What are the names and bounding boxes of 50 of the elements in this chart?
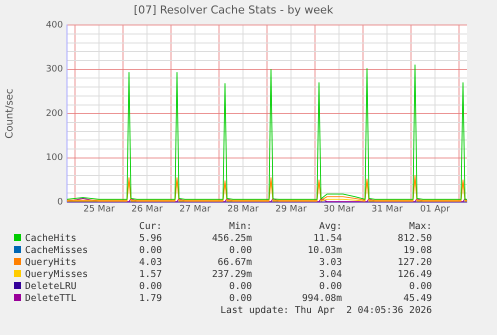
text: 127.20 — [396, 257, 433, 269]
y-tick-label: 100 — [46, 153, 64, 164]
text: 66.67m — [216, 257, 253, 269]
x-tick-label: 25 Mar — [83, 204, 115, 215]
y-tick-label: 300 — [46, 64, 64, 75]
legend-label: CacheMisses — [24, 245, 89, 257]
x-tick-label: 01 Apr — [420, 204, 450, 215]
text: 0.00 — [138, 281, 163, 293]
text: 456.25m — [210, 233, 253, 245]
legend-label: QueryMisses — [24, 269, 89, 281]
text: 0.00 — [228, 293, 253, 305]
text: 5.96 — [138, 233, 163, 245]
text: 126.49 — [396, 269, 433, 281]
x-tick-label: 29 Mar — [275, 204, 307, 215]
legend-label: QueryHits — [24, 257, 78, 269]
text: 3.03 — [318, 257, 343, 269]
x-tick-label: 31 Mar — [371, 204, 403, 215]
x-tick-label: 30 Mar — [323, 204, 355, 215]
x-tick-label: 26 Mar — [131, 204, 163, 215]
legend-label: DeleteLRU — [24, 281, 78, 293]
y-tick-label: 400 — [46, 20, 64, 31]
text: 10.03m — [306, 245, 343, 257]
text: 1.79 — [138, 293, 163, 305]
text: 0.00 — [228, 281, 253, 293]
y-tick-label: 0 — [57, 197, 64, 208]
text: 812.50 — [396, 233, 433, 245]
text: Cur: — [138, 221, 163, 233]
text: Last update: Thu Apr 2 04:05:36 2026 — [219, 305, 433, 317]
text: 11.54 — [312, 233, 343, 245]
text: 19.08 — [402, 245, 433, 257]
legend-label: DeleteTTL — [24, 293, 78, 305]
text: Min: — [228, 221, 253, 233]
text: 237.29m — [210, 269, 253, 281]
text: 1.57 — [138, 269, 163, 281]
text: 45.49 — [402, 293, 433, 305]
text: 3.04 — [318, 269, 343, 281]
text: 0.00 — [318, 281, 343, 293]
y-tick-label: 200 — [46, 108, 64, 119]
text: 0.00 — [228, 245, 253, 257]
x-tick-label: 28 Mar — [227, 204, 259, 215]
x-tick-label: 27 Mar — [179, 204, 211, 215]
text: 994.08m — [300, 293, 343, 305]
chart-title: [07] Resolver Cache Stats - by week — [134, 3, 334, 16]
text: 0.00 — [138, 245, 163, 257]
text: Avg: — [318, 221, 343, 233]
legend-label: CacheHits — [24, 233, 78, 245]
text: Max: — [408, 221, 433, 233]
y-axis-title: Count/sec — [4, 88, 16, 139]
text: 4.03 — [138, 257, 163, 269]
text: 0.00 — [408, 281, 433, 293]
